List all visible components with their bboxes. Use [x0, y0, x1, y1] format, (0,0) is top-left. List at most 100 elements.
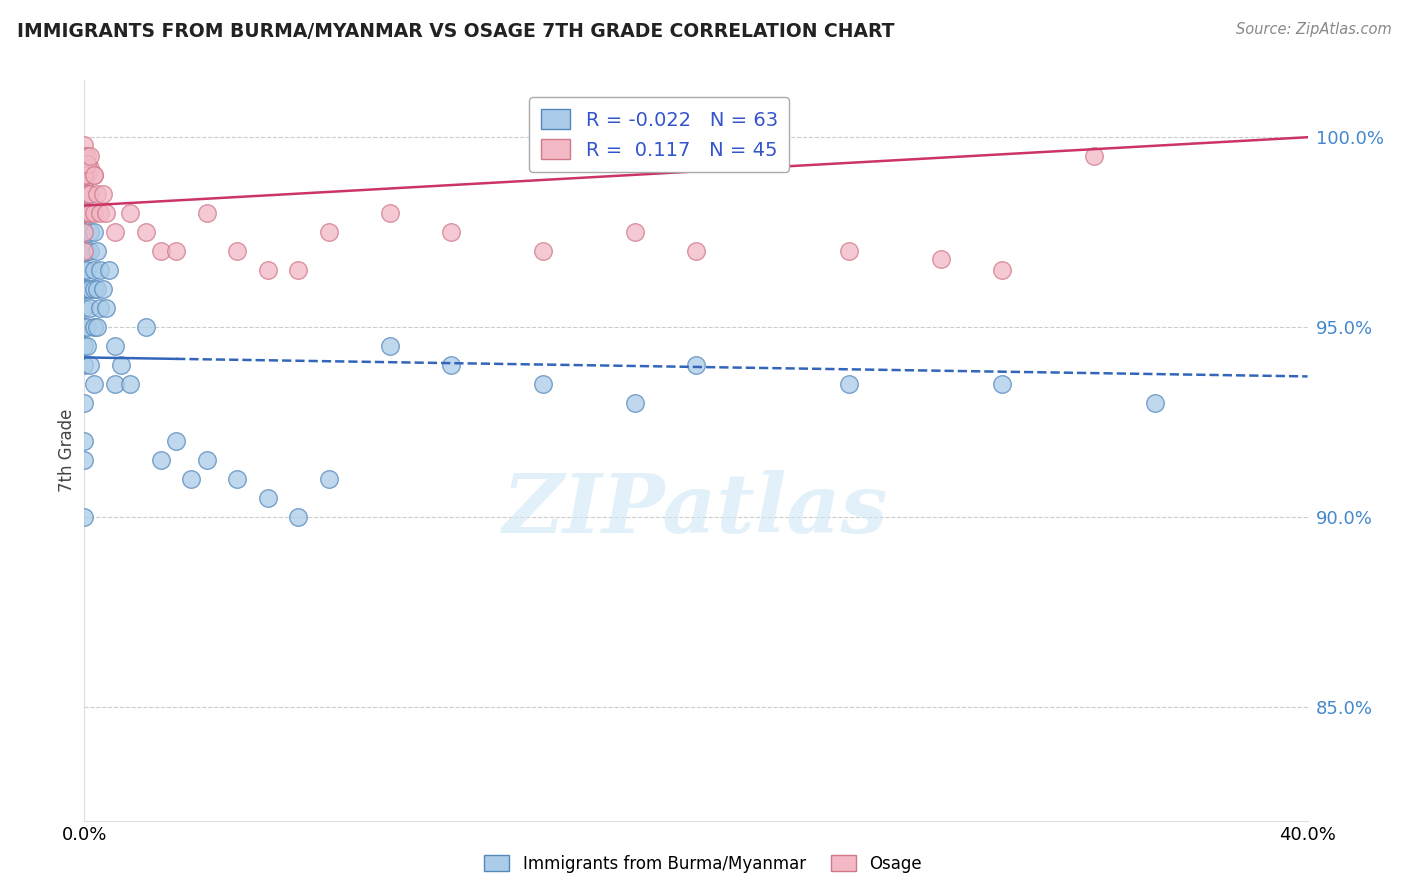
Text: Source: ZipAtlas.com: Source: ZipAtlas.com: [1236, 22, 1392, 37]
Point: [79, 301, 101, 315]
Point: [73, 225, 96, 239]
Point: [86, 244, 108, 259]
Point: [531, 244, 554, 259]
Point: [929, 252, 952, 266]
Point: [89, 206, 111, 220]
Point: [73, 244, 96, 259]
Point: [73, 206, 96, 220]
Point: [380, 339, 402, 353]
Point: [120, 206, 142, 220]
Point: [76, 168, 98, 182]
Point: [991, 377, 1014, 392]
Point: [83, 282, 105, 296]
Point: [86, 320, 108, 334]
Point: [195, 206, 218, 220]
Point: [624, 396, 647, 410]
Point: [195, 453, 218, 467]
Point: [110, 358, 132, 372]
Text: IMMIGRANTS FROM BURMA/MYANMAR VS OSAGE 7TH GRADE CORRELATION CHART: IMMIGRANTS FROM BURMA/MYANMAR VS OSAGE 7…: [17, 22, 894, 41]
Point: [83, 225, 105, 239]
Point: [97, 263, 120, 277]
Point: [83, 263, 105, 277]
Point: [991, 263, 1014, 277]
Point: [73, 137, 96, 152]
Point: [76, 187, 98, 202]
Point: [73, 301, 96, 315]
Point: [318, 472, 340, 486]
Point: [73, 168, 96, 182]
Point: [73, 176, 96, 190]
Point: [91, 282, 114, 296]
Point: [76, 157, 98, 171]
Point: [104, 377, 127, 392]
Point: [86, 187, 108, 202]
Point: [73, 453, 96, 467]
Point: [180, 472, 202, 486]
Point: [79, 187, 101, 202]
Point: [73, 225, 96, 239]
Point: [165, 244, 187, 259]
Point: [73, 434, 96, 448]
Point: [104, 339, 127, 353]
Point: [79, 358, 101, 372]
Point: [83, 168, 105, 182]
Point: [83, 320, 105, 334]
Point: [76, 320, 98, 334]
Point: [79, 161, 101, 175]
Point: [685, 358, 707, 372]
Point: [73, 187, 96, 202]
Point: [86, 282, 108, 296]
Point: [73, 206, 96, 220]
Point: [76, 282, 98, 296]
Point: [135, 225, 157, 239]
Point: [149, 453, 172, 467]
Point: [257, 263, 280, 277]
Point: [76, 244, 98, 259]
Point: [73, 149, 96, 163]
Point: [685, 244, 707, 259]
Point: [380, 206, 402, 220]
Point: [287, 509, 309, 524]
Point: [73, 187, 96, 202]
Point: [73, 320, 96, 334]
Point: [76, 263, 98, 277]
Point: [120, 377, 142, 392]
Point: [83, 168, 105, 182]
Point: [79, 282, 101, 296]
Point: [287, 263, 309, 277]
Point: [104, 225, 127, 239]
Point: [89, 301, 111, 315]
Point: [73, 282, 96, 296]
Point: [226, 244, 249, 259]
Point: [73, 339, 96, 353]
Point: [79, 187, 101, 202]
Point: [73, 244, 96, 259]
Point: [135, 320, 157, 334]
Point: [76, 206, 98, 220]
Point: [73, 396, 96, 410]
Point: [79, 225, 101, 239]
Point: [257, 491, 280, 505]
Point: [440, 225, 463, 239]
Point: [149, 244, 172, 259]
Point: [73, 149, 96, 163]
Point: [838, 244, 860, 259]
Point: [73, 358, 96, 372]
Point: [76, 149, 98, 163]
Point: [91, 187, 114, 202]
Point: [73, 168, 96, 182]
Point: [624, 225, 647, 239]
Point: [73, 263, 96, 277]
Point: [165, 434, 187, 448]
Text: ZIPatlas: ZIPatlas: [503, 470, 889, 549]
Point: [79, 244, 101, 259]
Point: [838, 377, 860, 392]
Point: [76, 168, 98, 182]
Point: [94, 206, 117, 220]
Point: [76, 339, 98, 353]
Point: [76, 206, 98, 220]
Point: [531, 377, 554, 392]
Point: [318, 225, 340, 239]
Point: [83, 377, 105, 392]
Point: [1083, 149, 1105, 163]
